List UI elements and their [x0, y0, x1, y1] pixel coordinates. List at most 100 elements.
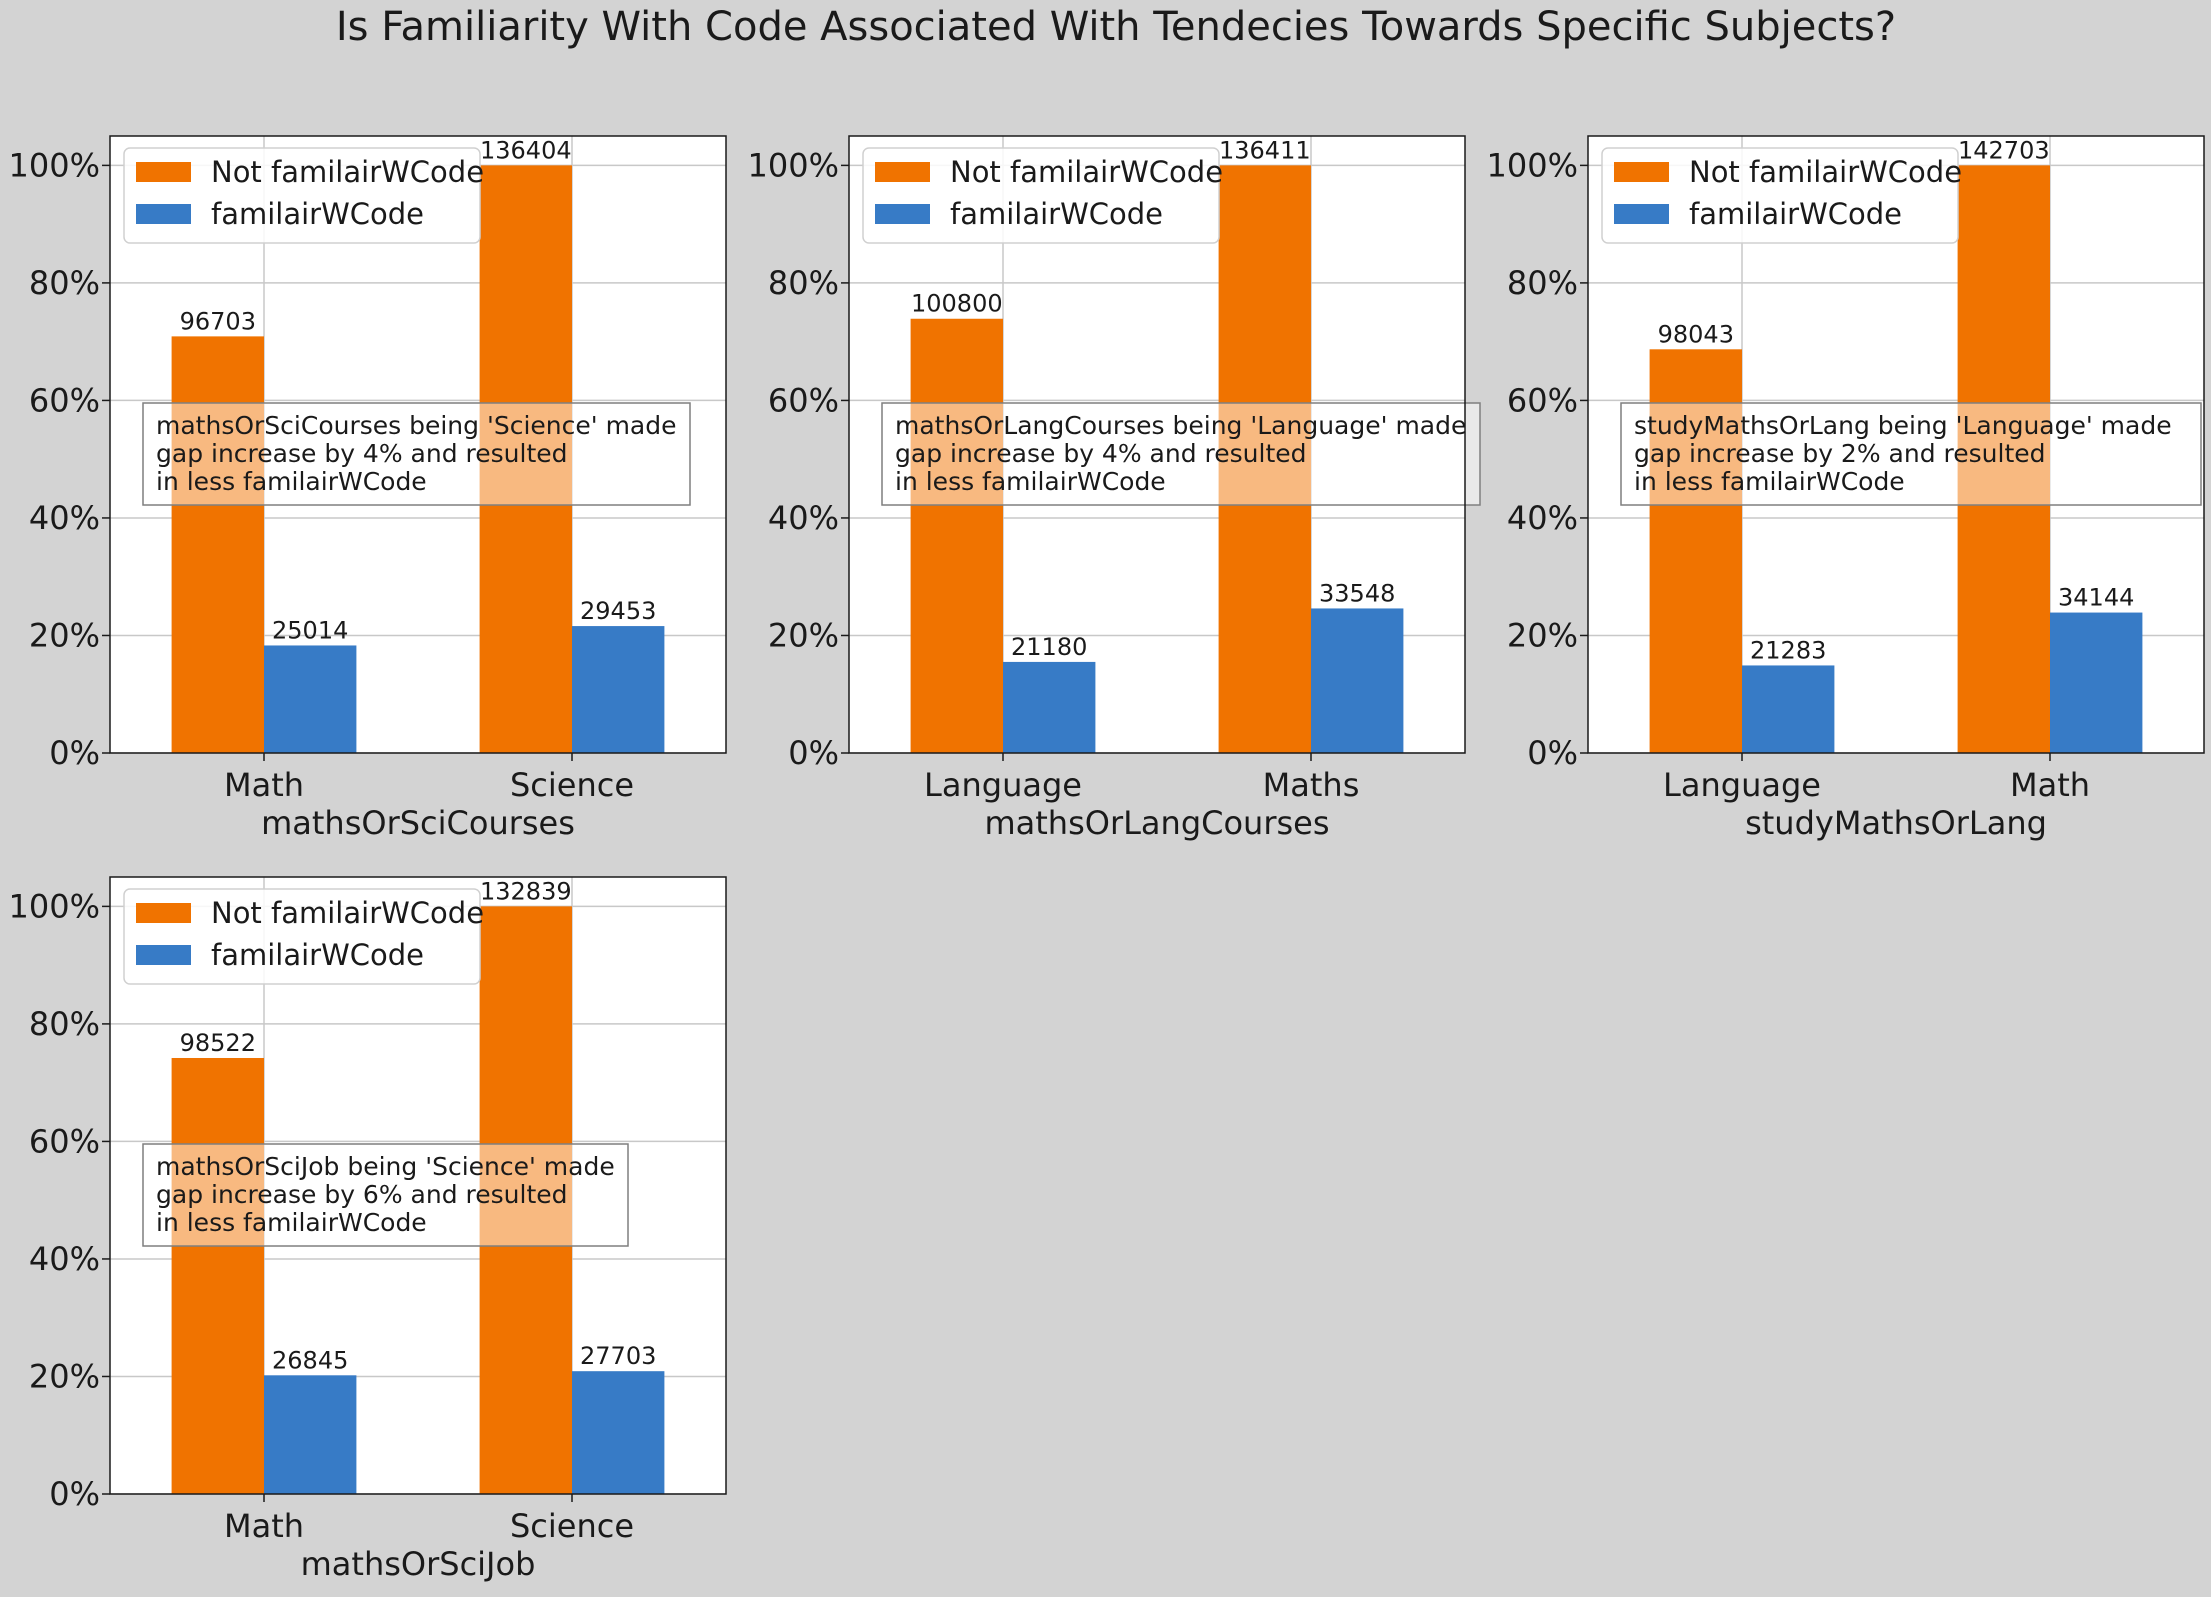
bar: [264, 645, 357, 753]
legend-swatch: [875, 204, 930, 224]
x-axis-label: studyMathsOrLang: [1745, 804, 2047, 842]
y-tick-label: 60%: [768, 381, 839, 419]
chart-panel: 100800 136411 21180 33548 mathsOrLangCourses…: [748, 135, 1481, 842]
y-tick-label: 20%: [768, 616, 839, 654]
y-tick-label: 100%: [748, 146, 839, 184]
legend-entry: familairWCode: [211, 197, 424, 231]
bar: [2050, 612, 2143, 753]
annotation-line: in less familairWCode: [1634, 467, 1905, 496]
y-tick-label: 40%: [768, 499, 839, 537]
y-tick-label: 20%: [1507, 616, 1578, 654]
annotation-line: gap increase by 6% and resulted: [156, 1180, 568, 1209]
y-tick-label: 40%: [29, 499, 100, 537]
legend-swatch: [136, 204, 191, 224]
annotation-box: [1620, 402, 2202, 506]
y-tick-label: 20%: [29, 1357, 100, 1395]
annotation-line: mathsOrSciCourses being 'Science' made: [156, 411, 677, 440]
bar: [264, 1375, 357, 1494]
bar-value-label: 98522: [180, 1029, 256, 1057]
legend-entry: familairWCode: [950, 197, 1163, 231]
y-tick-label: 0%: [49, 1475, 100, 1513]
annotation-line: in less familairWCode: [895, 467, 1166, 496]
bar-value-label: 26845: [272, 1346, 348, 1374]
chart-panel: 98522 132839 26845 27703 mathsOrSciJob being…: [9, 876, 727, 1583]
legend: [862, 147, 1220, 244]
legend: [123, 888, 481, 985]
chart-title: Is Familiarity With Code Associated With…: [336, 4, 1896, 50]
bar-value-label: 27703: [580, 1342, 656, 1370]
x-axis-label: mathsOrLangCourses: [984, 804, 1329, 842]
bar-value-label: 29453: [580, 597, 656, 625]
annotation-line: gap increase by 4% and resulted: [156, 439, 568, 468]
legend-swatch: [1614, 204, 1669, 224]
bar-value-label: 33548: [1319, 579, 1395, 607]
bar-value-label: 132839: [480, 877, 572, 905]
x-tick-label: Science: [510, 1507, 634, 1545]
y-tick-label: 80%: [29, 264, 100, 302]
bar-value-label: 25014: [272, 616, 348, 644]
x-tick-label: Maths: [1263, 766, 1360, 804]
y-tick-label: 80%: [1507, 264, 1578, 302]
plot-frame: [109, 876, 727, 1495]
legend-entry: Not familairWCode: [1689, 155, 1962, 189]
annotation-line: in less familairWCode: [156, 467, 427, 496]
bar: [1003, 661, 1096, 753]
bar: [171, 336, 264, 753]
legend-entry: Not familairWCode: [950, 155, 1223, 189]
legend-entry: familairWCode: [211, 938, 424, 972]
plot-frame: [1587, 135, 2205, 754]
legend-swatch: [136, 903, 191, 923]
x-tick-label: Math: [2010, 766, 2090, 804]
legend-swatch: [136, 945, 191, 965]
y-tick-label: 100%: [9, 887, 100, 925]
y-tick-label: 60%: [29, 381, 100, 419]
y-tick-label: 0%: [1527, 734, 1578, 772]
bar-value-label: 136411: [1219, 136, 1311, 164]
bar: [572, 1371, 665, 1494]
annotation-line: studyMathsOrLang being 'Language' made: [1634, 411, 2172, 440]
y-tick-label: 80%: [29, 1005, 100, 1043]
annotation-box: [881, 402, 1481, 506]
y-tick-label: 0%: [49, 734, 100, 772]
x-tick-label: Language: [1663, 766, 1821, 804]
y-tick-label: 60%: [29, 1122, 100, 1160]
plot-frame: [848, 135, 1466, 754]
legend-swatch: [875, 162, 930, 182]
legend-entry: familairWCode: [1689, 197, 1902, 231]
bar-value-label: 136404: [480, 136, 572, 164]
y-tick-label: 80%: [768, 264, 839, 302]
bar-value-label: 100800: [911, 290, 1003, 318]
annotation-line: mathsOrLangCourses being 'Language' made: [895, 411, 1466, 440]
bar: [910, 318, 1003, 753]
x-tick-label: Science: [510, 766, 634, 804]
legend-swatch: [1614, 162, 1669, 182]
legend-entry: Not familairWCode: [211, 896, 484, 930]
annotation-line: gap increase by 4% and resulted: [895, 439, 1307, 468]
chart-panel: 98043 142703 21283 34144 studyMathsOrLang be…: [1487, 135, 2205, 842]
annotation-line: gap increase by 2% and resulted: [1634, 439, 2046, 468]
y-tick-label: 100%: [1487, 146, 1578, 184]
y-tick-label: 0%: [788, 734, 839, 772]
y-tick-label: 20%: [29, 616, 100, 654]
x-axis-label: mathsOrSciCourses: [261, 804, 575, 842]
annotation-line: mathsOrSciJob being 'Science' made: [156, 1152, 615, 1181]
x-tick-label: Math: [224, 766, 304, 804]
bar: [171, 1057, 264, 1494]
annotation-box: [142, 1143, 629, 1247]
bar-value-label: 98043: [1658, 320, 1734, 348]
bar-value-label: 142703: [1958, 136, 2050, 164]
chart-panel: 96703 136404 25014 29453 mathsOrSciCourses b…: [9, 135, 727, 842]
bar-value-label: 96703: [180, 307, 256, 335]
x-tick-label: Language: [924, 766, 1082, 804]
bar-value-label: 34144: [2058, 584, 2134, 612]
bar: [1311, 608, 1404, 753]
y-tick-label: 40%: [29, 1240, 100, 1278]
bar: [1742, 665, 1835, 753]
bar-value-label: 21283: [1750, 636, 1826, 664]
annotation-box: [142, 402, 691, 506]
x-axis-label: mathsOrSciJob: [301, 1545, 536, 1583]
annotation-line: in less familairWCode: [156, 1208, 427, 1237]
legend-entry: Not familairWCode: [211, 155, 484, 189]
y-tick-label: 100%: [9, 146, 100, 184]
